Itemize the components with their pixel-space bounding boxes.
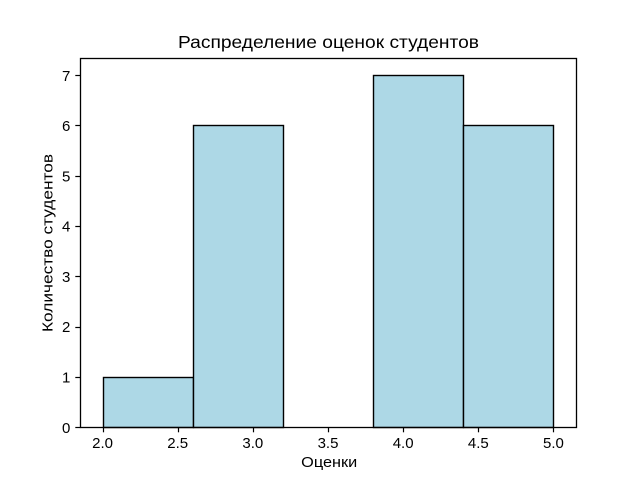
svg-text:3: 3 xyxy=(62,269,70,286)
svg-text:Количество студентов: Количество студентов xyxy=(40,154,57,332)
svg-text:2.0: 2.0 xyxy=(92,435,113,452)
svg-text:4: 4 xyxy=(62,219,70,236)
svg-text:5: 5 xyxy=(62,168,70,185)
svg-text:4.5: 4.5 xyxy=(468,435,489,452)
svg-text:6: 6 xyxy=(62,118,70,135)
svg-text:3.0: 3.0 xyxy=(242,435,263,452)
svg-text:1: 1 xyxy=(62,370,70,387)
svg-text:3.5: 3.5 xyxy=(318,435,339,452)
svg-text:0: 0 xyxy=(62,420,70,437)
svg-text:5.0: 5.0 xyxy=(543,435,564,452)
svg-text:2: 2 xyxy=(62,319,70,336)
svg-text:Распределение оценок студентов: Распределение оценок студентов xyxy=(178,32,479,52)
svg-text:4.0: 4.0 xyxy=(393,435,414,452)
svg-text:7: 7 xyxy=(62,68,70,85)
svg-text:2.5: 2.5 xyxy=(167,435,188,452)
svg-text:Оценки: Оценки xyxy=(301,454,357,471)
